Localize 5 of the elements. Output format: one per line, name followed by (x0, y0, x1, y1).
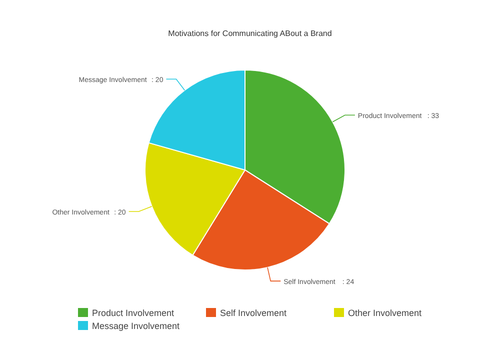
legend-label: Product Involvement (92, 308, 175, 318)
legend-label: Other Involvement (348, 308, 422, 318)
chart-title: Motivations for Communicating ABout a Brand (168, 29, 332, 38)
legend-label: Message Involvement (92, 321, 180, 331)
legend-label: Self Involvement (220, 308, 288, 318)
